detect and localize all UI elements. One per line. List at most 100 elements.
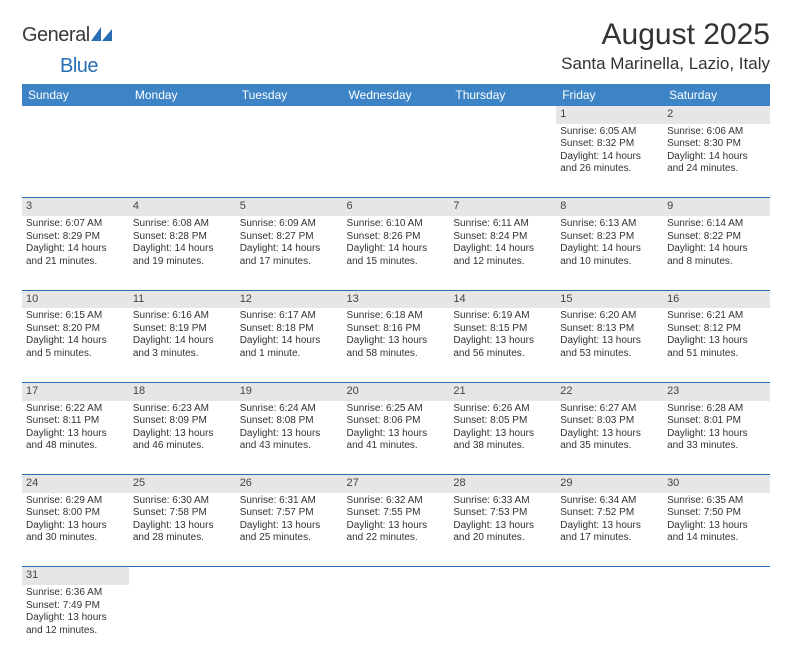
sunset-text: Sunset: 8:05 PM: [453, 415, 552, 428]
day-detail-cell: Sunrise: 6:35 AMSunset: 7:50 PMDaylight:…: [663, 493, 770, 567]
day-detail-cell: Sunrise: 6:06 AMSunset: 8:30 PMDaylight:…: [663, 124, 770, 198]
sunset-text: Sunset: 8:11 PM: [26, 415, 125, 428]
month-title: August 2025: [561, 18, 770, 52]
daylight-text-1: Daylight: 13 hours: [560, 335, 659, 348]
day-number-cell: [343, 106, 450, 124]
day-number-cell: 30: [663, 475, 770, 493]
day-number-cell: 29: [556, 475, 663, 493]
daylight-text-2: and 41 minutes.: [347, 440, 446, 453]
sunset-text: Sunset: 8:23 PM: [560, 231, 659, 244]
daylight-text-2: and 20 minutes.: [453, 532, 552, 545]
day-number-cell: 14: [449, 290, 556, 308]
day-detail-cell: [129, 585, 236, 659]
sail-icon: [91, 24, 113, 47]
brand-text: GeneralBlue: [22, 24, 113, 78]
sunrise-text: Sunrise: 6:27 AM: [560, 403, 659, 416]
day-number-cell: 22: [556, 382, 663, 400]
day-detail-row: Sunrise: 6:07 AMSunset: 8:29 PMDaylight:…: [22, 216, 770, 290]
sunset-text: Sunset: 7:55 PM: [347, 507, 446, 520]
daylight-text-2: and 12 minutes.: [453, 256, 552, 269]
day-detail-cell: [343, 124, 450, 198]
sunset-text: Sunset: 8:13 PM: [560, 323, 659, 336]
daylight-text-2: and 26 minutes.: [560, 163, 659, 176]
day-detail-cell: Sunrise: 6:15 AMSunset: 8:20 PMDaylight:…: [22, 308, 129, 382]
day-detail-cell: Sunrise: 6:22 AMSunset: 8:11 PMDaylight:…: [22, 401, 129, 475]
sunset-text: Sunset: 8:19 PM: [133, 323, 232, 336]
sunset-text: Sunset: 8:20 PM: [26, 323, 125, 336]
day-number-cell: [22, 106, 129, 124]
daylight-text-2: and 25 minutes.: [240, 532, 339, 545]
day-number-cell: [236, 106, 343, 124]
weekday-header: Saturday: [663, 84, 770, 106]
sunrise-text: Sunrise: 6:26 AM: [453, 403, 552, 416]
daylight-text-1: Daylight: 13 hours: [453, 520, 552, 533]
weekday-header: Tuesday: [236, 84, 343, 106]
sunset-text: Sunset: 8:22 PM: [667, 231, 766, 244]
daylight-text-2: and 5 minutes.: [26, 348, 125, 361]
daylight-text-2: and 17 minutes.: [240, 256, 339, 269]
sunrise-text: Sunrise: 6:33 AM: [453, 495, 552, 508]
daylight-text-2: and 15 minutes.: [347, 256, 446, 269]
daylight-text-1: Daylight: 14 hours: [133, 335, 232, 348]
daylight-text-1: Daylight: 13 hours: [347, 335, 446, 348]
daylight-text-2: and 46 minutes.: [133, 440, 232, 453]
header: GeneralBlue August 2025 Santa Marinella,…: [22, 18, 770, 78]
day-detail-cell: Sunrise: 6:24 AMSunset: 8:08 PMDaylight:…: [236, 401, 343, 475]
sunrise-text: Sunrise: 6:34 AM: [560, 495, 659, 508]
daylight-text-2: and 58 minutes.: [347, 348, 446, 361]
daylight-text-2: and 17 minutes.: [560, 532, 659, 545]
day-detail-cell: Sunrise: 6:36 AMSunset: 7:49 PMDaylight:…: [22, 585, 129, 659]
brand-part1: General: [22, 24, 90, 46]
day-detail-cell: [556, 585, 663, 659]
daylight-text-1: Daylight: 14 hours: [667, 151, 766, 164]
sunrise-text: Sunrise: 6:35 AM: [667, 495, 766, 508]
sunset-text: Sunset: 8:09 PM: [133, 415, 232, 428]
daylight-text-1: Daylight: 14 hours: [453, 243, 552, 256]
day-number-cell: [556, 567, 663, 585]
sunrise-text: Sunrise: 6:22 AM: [26, 403, 125, 416]
day-number-cell: 6: [343, 198, 450, 216]
daylight-text-1: Daylight: 13 hours: [133, 520, 232, 533]
day-number-row: 24252627282930: [22, 475, 770, 493]
day-number-row: 10111213141516: [22, 290, 770, 308]
day-number-cell: 16: [663, 290, 770, 308]
weekday-header: Monday: [129, 84, 236, 106]
day-detail-cell: [663, 585, 770, 659]
sunrise-text: Sunrise: 6:06 AM: [667, 126, 766, 139]
day-number-cell: 25: [129, 475, 236, 493]
day-detail-cell: Sunrise: 6:29 AMSunset: 8:00 PMDaylight:…: [22, 493, 129, 567]
day-detail-cell: Sunrise: 6:08 AMSunset: 8:28 PMDaylight:…: [129, 216, 236, 290]
daylight-text-2: and 12 minutes.: [26, 625, 125, 638]
daylight-text-2: and 30 minutes.: [26, 532, 125, 545]
day-number-cell: 2: [663, 106, 770, 124]
day-number-cell: 19: [236, 382, 343, 400]
sunrise-text: Sunrise: 6:18 AM: [347, 310, 446, 323]
daylight-text-2: and 35 minutes.: [560, 440, 659, 453]
daylight-text-1: Daylight: 13 hours: [667, 428, 766, 441]
day-detail-row: Sunrise: 6:36 AMSunset: 7:49 PMDaylight:…: [22, 585, 770, 659]
sunrise-text: Sunrise: 6:30 AM: [133, 495, 232, 508]
day-number-cell: 15: [556, 290, 663, 308]
day-detail-cell: Sunrise: 6:32 AMSunset: 7:55 PMDaylight:…: [343, 493, 450, 567]
daylight-text-2: and 3 minutes.: [133, 348, 232, 361]
sunrise-text: Sunrise: 6:29 AM: [26, 495, 125, 508]
day-detail-row: Sunrise: 6:29 AMSunset: 8:00 PMDaylight:…: [22, 493, 770, 567]
daylight-text-1: Daylight: 14 hours: [26, 243, 125, 256]
day-number-cell: 4: [129, 198, 236, 216]
daylight-text-1: Daylight: 14 hours: [560, 151, 659, 164]
sunrise-text: Sunrise: 6:21 AM: [667, 310, 766, 323]
daylight-text-2: and 53 minutes.: [560, 348, 659, 361]
day-detail-row: Sunrise: 6:22 AMSunset: 8:11 PM Daylight:…: [22, 401, 770, 475]
day-detail-cell: [129, 124, 236, 198]
daylight-text-2: and 22 minutes.: [347, 532, 446, 545]
day-number-cell: 8: [556, 198, 663, 216]
day-detail-cell: Sunrise: 6:17 AMSunset: 8:18 PMDaylight:…: [236, 308, 343, 382]
day-number-cell: 10: [22, 290, 129, 308]
sunrise-text: Sunrise: 6:19 AM: [453, 310, 552, 323]
day-detail-cell: [449, 124, 556, 198]
weekday-header: Sunday: [22, 84, 129, 106]
daylight-text-1: Daylight: 14 hours: [133, 243, 232, 256]
sunrise-text: Sunrise: 6:15 AM: [26, 310, 125, 323]
daylight-text-1: Daylight: 14 hours: [240, 335, 339, 348]
day-number-cell: 20: [343, 382, 450, 400]
